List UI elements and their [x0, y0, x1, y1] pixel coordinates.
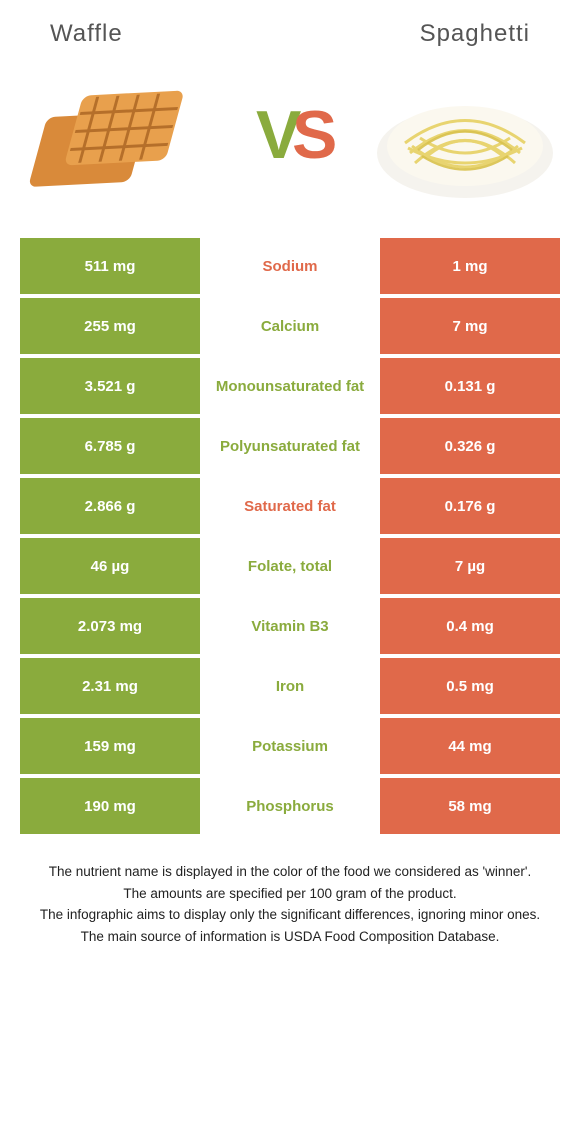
right-value-cell: 0.4 mg [380, 598, 560, 654]
vs-badge: V S [240, 88, 340, 188]
nutrient-label-cell: Saturated fat [200, 478, 380, 534]
right-value-cell: 0.326 g [380, 418, 560, 474]
table-row: 255 mgCalcium7 mg [20, 298, 560, 354]
left-value-cell: 46 µg [20, 538, 200, 594]
right-value-cell: 58 mg [380, 778, 560, 834]
nutrient-label-cell: Potassium [200, 718, 380, 774]
footer-line: The main source of information is USDA F… [30, 927, 550, 947]
nutrient-label-cell: Calcium [200, 298, 380, 354]
svg-text:S: S [292, 97, 337, 173]
table-row: 190 mgPhosphorus58 mg [20, 778, 560, 834]
footer-notes: The nutrient name is displayed in the co… [20, 862, 560, 946]
nutrient-label-cell: Phosphorus [200, 778, 380, 834]
table-row: 6.785 gPolyunsaturated fat0.326 g [20, 418, 560, 474]
left-value-cell: 190 mg [20, 778, 200, 834]
footer-line: The amounts are specified per 100 gram o… [30, 884, 550, 904]
nutrient-label-cell: Vitamin B3 [200, 598, 380, 654]
left-value-cell: 159 mg [20, 718, 200, 774]
footer-line: The infographic aims to display only the… [30, 905, 550, 925]
nutrient-label-cell: Monounsaturated fat [200, 358, 380, 414]
nutrient-table: 511 mgSodium1 mg255 mgCalcium7 mg3.521 g… [20, 238, 560, 834]
left-value-cell: 3.521 g [20, 358, 200, 414]
right-value-cell: 1 mg [380, 238, 560, 294]
left-value-cell: 2.31 mg [20, 658, 200, 714]
nutrient-label-cell: Polyunsaturated fat [200, 418, 380, 474]
nutrient-label-cell: Folate, total [200, 538, 380, 594]
nutrient-label-cell: Sodium [200, 238, 380, 294]
table-row: 159 mgPotassium44 mg [20, 718, 560, 774]
table-row: 511 mgSodium1 mg [20, 238, 560, 294]
left-value-cell: 2.866 g [20, 478, 200, 534]
right-value-cell: 0.176 g [380, 478, 560, 534]
left-food-title: Waffle [50, 20, 123, 48]
right-value-cell: 44 mg [380, 718, 560, 774]
right-value-cell: 0.131 g [380, 358, 560, 414]
spaghetti-image [370, 68, 560, 208]
right-value-cell: 7 mg [380, 298, 560, 354]
right-food-title: Spaghetti [420, 20, 530, 48]
table-row: 2.31 mgIron0.5 mg [20, 658, 560, 714]
table-row: 46 µgFolate, total7 µg [20, 538, 560, 594]
left-value-cell: 255 mg [20, 298, 200, 354]
images-row: V S [20, 68, 560, 208]
left-value-cell: 511 mg [20, 238, 200, 294]
table-row: 2.073 mgVitamin B30.4 mg [20, 598, 560, 654]
left-value-cell: 6.785 g [20, 418, 200, 474]
waffle-image [20, 68, 210, 208]
table-row: 2.866 gSaturated fat0.176 g [20, 478, 560, 534]
header: Waffle Spaghetti [20, 20, 560, 68]
table-row: 3.521 gMonounsaturated fat0.131 g [20, 358, 560, 414]
left-value-cell: 2.073 mg [20, 598, 200, 654]
nutrient-label-cell: Iron [200, 658, 380, 714]
right-value-cell: 7 µg [380, 538, 560, 594]
footer-line: The nutrient name is displayed in the co… [30, 862, 550, 882]
right-value-cell: 0.5 mg [380, 658, 560, 714]
